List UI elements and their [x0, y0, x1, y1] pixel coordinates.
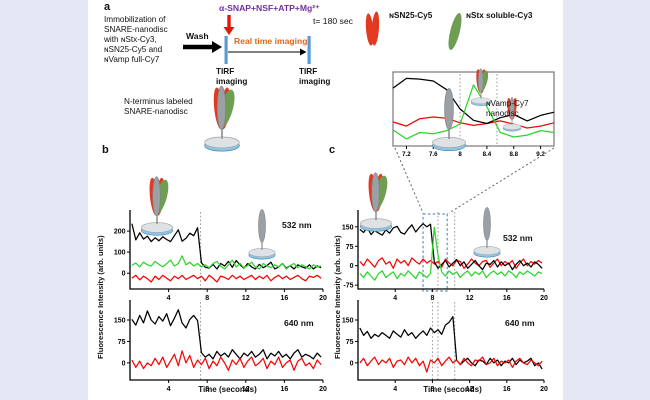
svg-text:75: 75 — [346, 339, 354, 346]
immobilization-text: Immobilization of SNARE-nanodisc with ɴS… — [104, 15, 168, 64]
svg-text:75: 75 — [118, 339, 126, 346]
b-640nm-label: 640 nm — [284, 318, 314, 328]
svg-text:100: 100 — [114, 250, 126, 257]
svg-text:150: 150 — [342, 318, 354, 325]
svg-text:8: 8 — [205, 295, 209, 302]
svg-text:7.2: 7.2 — [402, 151, 411, 158]
before-nanodisc-label: N-terminus labeled SNARE-nanodisc — [124, 97, 193, 116]
panel-b-snare-nanodisc-icon — [132, 168, 182, 242]
svg-text:8.4: 8.4 — [483, 151, 492, 158]
svg-text:-75: -75 — [343, 283, 353, 290]
panel-b-vamp-nanodisc-icon — [237, 193, 287, 267]
svg-text:12: 12 — [242, 386, 250, 393]
svg-text:12: 12 — [466, 295, 474, 302]
svg-text:75: 75 — [346, 244, 354, 251]
time-180-label: t= 180 sec — [313, 16, 353, 26]
c-532nm-label: 532 nm — [503, 233, 533, 243]
realtime-imaging-label: Real time imaging — [234, 36, 308, 46]
plot-inset: 7.2 7.6 8 8.4 8.8 9.2 — [392, 71, 555, 158]
svg-text:12: 12 — [466, 386, 474, 393]
svg-text:4: 4 — [167, 295, 171, 302]
wash-arrow-icon — [183, 41, 222, 53]
svg-text:4: 4 — [393, 386, 397, 393]
svg-text:12: 12 — [242, 295, 250, 302]
svg-text:0: 0 — [350, 360, 354, 367]
after-nanodisc-label: ɴVamp-Cy7 nanodisc — [486, 99, 529, 118]
svg-text:4: 4 — [167, 386, 171, 393]
panel-c-label: c — [329, 144, 336, 156]
svg-text:16: 16 — [281, 295, 289, 302]
wash-label: Wash — [186, 31, 209, 41]
legend-sn25-label: ɴSN25-Cy5 — [389, 11, 433, 20]
svg-text:20: 20 — [540, 386, 548, 393]
trace-black-b_640 — [131, 309, 322, 360]
trace-black-c_532 — [359, 223, 543, 271]
svg-text:4: 4 — [393, 295, 397, 302]
svg-text:20: 20 — [319, 386, 327, 393]
plot-c_640: 4 8 12 16 20 0 75 150 — [342, 300, 548, 393]
trace-green-c_532 — [359, 226, 543, 281]
timeline-start-tick — [224, 36, 228, 64]
tirf-imaging-start-label: TIRF imaging — [216, 67, 248, 86]
inset-disassembled-nanodisc-icon — [487, 67, 537, 141]
svg-text:8: 8 — [205, 386, 209, 393]
panel-b-label: b — [102, 144, 109, 156]
svg-text:16: 16 — [503, 295, 511, 302]
svg-text:16: 16 — [503, 386, 511, 393]
plot-b_640: 4 8 12 16 20 0 75 150 — [114, 300, 327, 393]
vamp-nanodisc-icon — [424, 83, 474, 157]
svg-text:9.2: 9.2 — [536, 151, 545, 158]
svg-text:8: 8 — [458, 151, 462, 158]
panel-a-label: a — [104, 1, 111, 13]
trace-black-inset — [392, 77, 555, 125]
svg-text:150: 150 — [342, 224, 354, 231]
stx-soluble-cy3-icon — [430, 0, 480, 74]
svg-text:200: 200 — [114, 229, 126, 236]
snare-nanodisc-icon — [197, 83, 247, 157]
tirf-imaging-end-label: TIRF imaging — [299, 67, 331, 86]
trace-black-c_640 — [359, 315, 543, 370]
plot-c_532: 4 8 12 16 20 -75 0 75 150 — [342, 210, 548, 302]
b-x-axis-title: Time (seconds) — [198, 385, 257, 394]
inset-connector-lines — [394, 147, 555, 214]
b-y-axis-title: Fluorescence Intensity (arb. units) — [96, 235, 105, 359]
svg-text:0: 0 — [122, 271, 126, 278]
trace-red-inset — [392, 116, 555, 129]
panel-c-vamp-nanodisc-icon — [462, 191, 512, 265]
svg-text:0: 0 — [350, 263, 354, 270]
svg-text:8: 8 — [430, 295, 434, 302]
trace-red-b_640 — [131, 350, 322, 371]
svg-text:0: 0 — [122, 360, 126, 367]
svg-text:20: 20 — [540, 295, 548, 302]
b-532nm-label: 532 nm — [282, 220, 312, 230]
trace-green-b_532 — [131, 255, 322, 270]
inset-snare-nanodisc-icon — [456, 41, 506, 115]
svg-text:150: 150 — [114, 318, 126, 325]
panel-c-snare-nanodisc-icon — [351, 164, 401, 238]
realtime-arrow-icon — [228, 48, 307, 56]
c-y-axis-title: Fluorescence Intensity (arb. units) — [333, 235, 342, 359]
trace-red-b_532 — [131, 274, 322, 283]
trace-red-c_640 — [359, 356, 543, 373]
svg-text:8: 8 — [430, 386, 434, 393]
svg-text:20: 20 — [319, 295, 327, 302]
timeline-end-tick — [307, 36, 311, 64]
treatment-arrow-icon — [223, 15, 235, 35]
sn25-cy5-icon — [348, 0, 398, 72]
trace-green-inset — [392, 84, 555, 140]
svg-text:8.8: 8.8 — [509, 151, 518, 158]
c-x-axis-title: Time (seconds) — [423, 385, 482, 394]
treatment-label: α-SNAP+NSF+ATP+Mg²⁺ — [219, 3, 320, 13]
legend-stx-label: ɴStx soluble-Cy3 — [466, 11, 533, 20]
c-640nm-label: 640 nm — [505, 318, 535, 328]
figure-background — [88, 0, 563, 400]
svg-text:7.6: 7.6 — [429, 151, 438, 158]
svg-text:16: 16 — [281, 386, 289, 393]
